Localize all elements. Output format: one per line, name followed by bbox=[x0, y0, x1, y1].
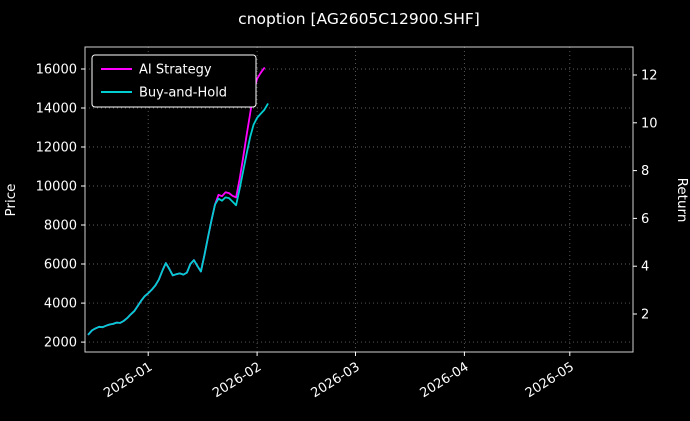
svg-text:16000: 16000 bbox=[36, 63, 77, 78]
svg-text:2: 2 bbox=[641, 308, 649, 323]
y-axis-ticks-left bbox=[81, 68, 85, 343]
legend-label: Buy-and-Hold bbox=[139, 86, 227, 101]
svg-text:8000: 8000 bbox=[44, 219, 77, 234]
y-axis-tick-labels-left: 2000 4000 6000 8000 10000 12000 14000 16000 bbox=[36, 63, 77, 351]
y-axis-label-right: Return bbox=[674, 178, 690, 223]
plot-border bbox=[84, 46, 634, 353]
svg-text:10: 10 bbox=[641, 116, 658, 131]
chart-title: cnoption [AG2605C12900.SHF] bbox=[238, 10, 480, 28]
svg-text:6: 6 bbox=[641, 212, 649, 227]
svg-text:2026-02: 2026-02 bbox=[210, 360, 264, 402]
series-line-buy-and-hold bbox=[87, 103, 269, 336]
svg-text:2026-03: 2026-03 bbox=[309, 360, 363, 402]
gridlines bbox=[85, 47, 633, 352]
svg-text:10000: 10000 bbox=[36, 180, 77, 195]
svg-text:4000: 4000 bbox=[44, 297, 77, 312]
svg-text:14000: 14000 bbox=[36, 102, 77, 117]
svg-text:2026-01: 2026-01 bbox=[101, 360, 155, 402]
svg-text:12: 12 bbox=[641, 69, 658, 84]
svg-text:6000: 6000 bbox=[44, 258, 77, 273]
chart-canvas: 2026-01 2026-02 2026-03 2026-04 2026-05 2000 4… bbox=[36, 46, 658, 402]
y-axis-tick-labels-right: 2 4 6 8 10 12 bbox=[641, 69, 658, 323]
svg-text:12000: 12000 bbox=[36, 141, 77, 156]
svg-text:2000: 2000 bbox=[44, 336, 77, 351]
y-axis-ticks-right bbox=[633, 74, 637, 315]
legend: AI Strategy Buy-and-Hold bbox=[91, 54, 257, 108]
x-axis-ticks bbox=[147, 352, 571, 356]
svg-text:8: 8 bbox=[641, 164, 649, 179]
svg-text:4: 4 bbox=[641, 260, 649, 275]
legend-label: AI Strategy bbox=[139, 63, 212, 78]
x-axis-tick-labels: 2026-01 2026-02 2026-03 2026-04 2026-05 bbox=[101, 360, 577, 402]
y-axis-label-left: Price bbox=[3, 184, 19, 217]
svg-text:2026-04: 2026-04 bbox=[417, 360, 471, 402]
svg-text:2026-05: 2026-05 bbox=[523, 360, 577, 402]
